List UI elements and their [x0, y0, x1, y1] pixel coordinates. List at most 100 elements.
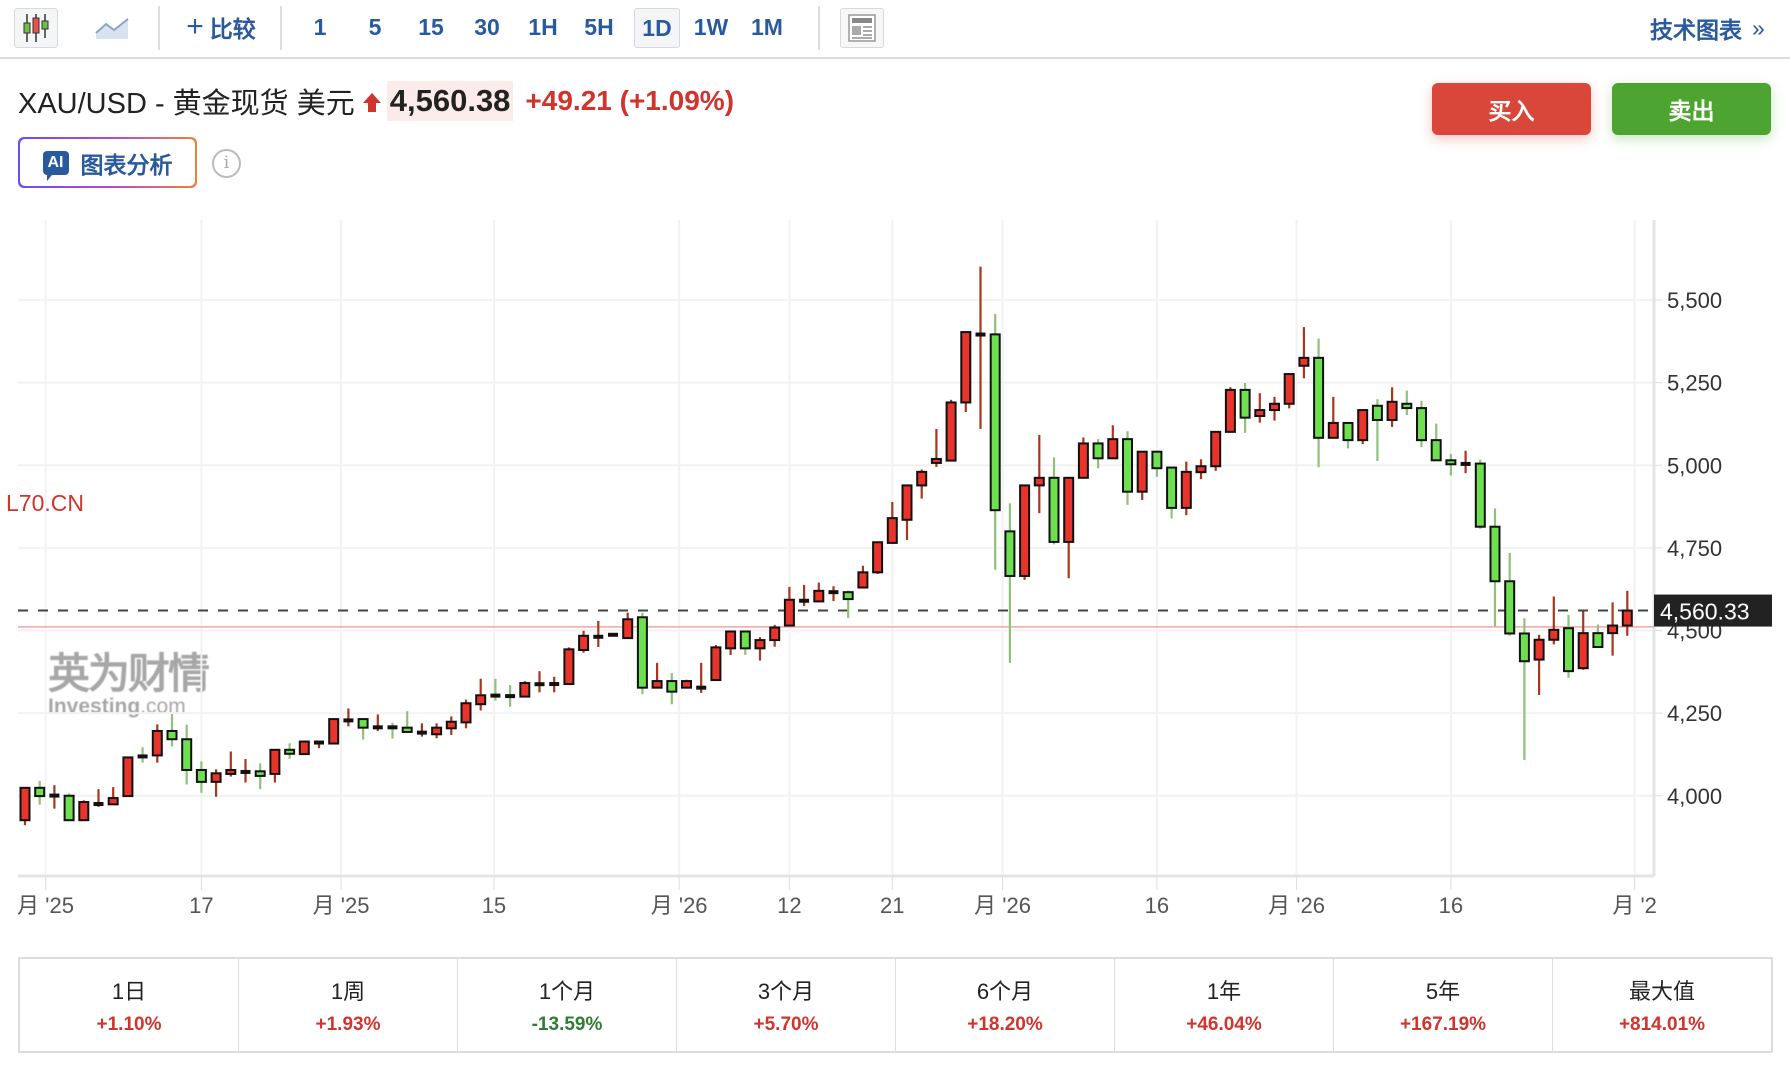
performance-cell[interactable]: 1日 +1.10% — [20, 959, 239, 1051]
x-tick-label: 月 '26 — [974, 893, 1031, 918]
performance-cell[interactable]: 6个月 +18.20% — [896, 959, 1115, 1051]
x-tick-label: 月 '25 — [17, 893, 74, 918]
x-tick-label: 12 — [777, 893, 801, 918]
compare-button[interactable]: + 比较 — [178, 8, 264, 46]
watermark-cn: 英为财情 — [48, 650, 210, 697]
candle — [1063, 476, 1075, 579]
performance-value: +167.19% — [1399, 1014, 1487, 1035]
candle — [505, 685, 516, 707]
candle — [901, 484, 913, 540]
candle-body — [1489, 525, 1501, 583]
candle-body — [63, 794, 75, 822]
candle — [593, 620, 604, 648]
candle — [578, 630, 590, 653]
performance-cell[interactable]: 3个月 +5.70% — [677, 959, 896, 1051]
candle-body-doji — [1460, 461, 1471, 466]
chart-toolbar: + 比较 1 5 15 30 1H 5H 1D 1W 1M 技术图表 » — [0, 0, 1790, 59]
candle-body-doji — [416, 730, 427, 735]
interval-30[interactable]: 30 — [474, 13, 500, 40]
candle — [1607, 602, 1619, 656]
candle — [1563, 614, 1574, 678]
candle-body — [460, 702, 472, 724]
candle — [122, 756, 134, 798]
candle — [195, 761, 207, 793]
candle — [975, 266, 986, 429]
performance-cell[interactable]: 5年 +167.19% — [1334, 959, 1553, 1051]
candle-body-doji — [490, 693, 501, 698]
candle-body — [1342, 421, 1354, 442]
candle-body — [1474, 462, 1486, 528]
candle-body — [1166, 466, 1178, 509]
performance-value: -13.59% — [531, 1014, 603, 1035]
last-price-tag-label: 4,560.33 — [1660, 599, 1750, 625]
candle-body — [1180, 470, 1192, 509]
candle-body — [960, 331, 972, 404]
interval-1w[interactable]: 1W — [693, 13, 729, 40]
candle-body — [769, 626, 781, 642]
layout-button[interactable] — [840, 8, 884, 48]
candle-body-doji — [549, 682, 560, 687]
buy-button[interactable]: 买入 — [1432, 83, 1591, 135]
candle — [666, 673, 678, 705]
ai-chart-analysis-button[interactable]: AI 图表分析 — [18, 137, 197, 188]
interval-5h[interactable]: 5H — [584, 13, 614, 40]
candle-body — [181, 738, 193, 771]
performance-period: 最大值 — [1628, 979, 1695, 1004]
interval-5[interactable]: 5 — [368, 13, 382, 40]
candle-body — [1445, 459, 1457, 466]
candle-body — [1136, 450, 1148, 493]
candle — [1371, 399, 1383, 461]
area-chart-type-button[interactable] — [92, 8, 132, 46]
candle — [549, 676, 560, 693]
candle — [49, 785, 60, 809]
candle-body — [945, 401, 957, 462]
candle — [475, 678, 487, 711]
candle-body — [872, 541, 884, 574]
interval-15[interactable]: 15 — [418, 13, 444, 40]
candle-body — [725, 630, 737, 650]
candle — [608, 632, 618, 637]
interval-1m[interactable]: 1M — [751, 13, 783, 40]
technical-chart-link[interactable]: 技术图表 » — [1650, 10, 1765, 46]
sell-button[interactable]: 卖出 — [1612, 83, 1771, 135]
candle — [137, 747, 148, 763]
performance-period: 1个月 — [538, 979, 596, 1004]
performance-cell[interactable]: 最大值 +814.01% — [1553, 959, 1771, 1051]
candle-body — [681, 680, 692, 689]
candle — [1004, 503, 1016, 663]
candle — [1166, 466, 1178, 519]
interval-1h[interactable]: 1H — [528, 13, 558, 40]
candle — [1122, 431, 1133, 505]
candle — [681, 679, 692, 689]
x-tick-label: 月 '2 — [1612, 893, 1657, 918]
performance-cell[interactable]: 1年 +46.04% — [1115, 959, 1334, 1051]
y-tick-label: 4,750 — [1667, 536, 1722, 561]
performance-value: +18.20% — [967, 1014, 1043, 1035]
candle — [93, 789, 104, 807]
candle-body — [989, 333, 1001, 512]
candle — [622, 612, 634, 640]
y-tick-label: 5,500 — [1667, 288, 1722, 313]
interval-1[interactable]: 1 — [313, 13, 327, 40]
candle-body — [1386, 400, 1398, 421]
performance-value: +1.93% — [315, 1014, 381, 1035]
performance-cell[interactable]: 1个月 -13.59% — [458, 959, 677, 1051]
candle — [284, 743, 296, 759]
candle-body — [1269, 402, 1280, 412]
performance-value: +1.10% — [96, 1014, 162, 1035]
candle — [1298, 327, 1310, 379]
candle-body — [1048, 476, 1060, 543]
candle-body — [1563, 627, 1574, 673]
info-icon[interactable]: i — [212, 149, 241, 178]
plus-icon: + — [186, 10, 204, 43]
performance-cell[interactable]: 1周 +1.93% — [239, 959, 458, 1051]
interval-1d[interactable]: 1D — [634, 8, 680, 48]
candle-body — [578, 634, 590, 651]
performance-period: 3个月 — [757, 979, 815, 1004]
candle-body — [1254, 409, 1266, 418]
candlestick-type-button[interactable] — [14, 8, 58, 48]
candle — [1313, 338, 1325, 468]
x-tick-label: 17 — [189, 893, 213, 918]
candle-body — [1504, 580, 1516, 635]
